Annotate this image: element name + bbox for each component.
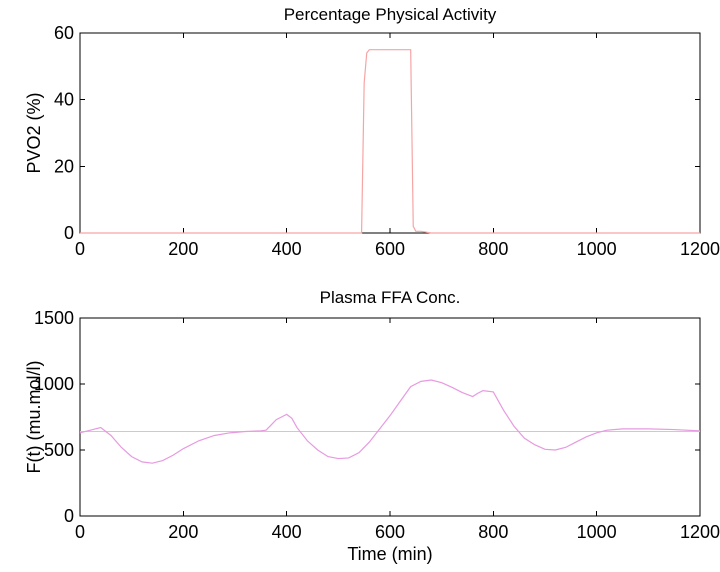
y-tick-label: 1500 [34,308,74,328]
x-tick-label: 400 [272,522,302,542]
y-tick-label: 60 [54,23,74,43]
y-axis-label: PVO2 (%) [24,92,44,173]
y-tick-label: 0 [64,506,74,526]
ffa-panel: Plasma FFA Conc. 0 200 400 600 800 1000 1200 0 50… [24,288,720,564]
x-axis-label: Time (min) [347,544,432,564]
chart-title: Plasma FFA Conc. [320,288,461,307]
y-axis-label: F(t) (mu.mol/l) [24,361,44,474]
x-tick-label: 0 [75,522,85,542]
series-line [80,49,700,234]
x-tick-label: 1000 [577,239,617,259]
chart-title: Percentage Physical Activity [284,5,497,24]
x-tick-label: 1200 [680,239,720,259]
x-tick-label: 1200 [680,522,720,542]
x-tick-label: 600 [375,522,405,542]
y-tick-label: 1000 [34,374,74,394]
plot-frame [79,32,701,234]
x-tick-label: 800 [478,239,508,259]
x-tick-label: 600 [375,239,405,259]
y-tick-label: 500 [44,440,74,460]
x-tick-label: 400 [272,239,302,259]
x-tick-label: 800 [478,522,508,542]
x-tick-label: 200 [168,239,198,259]
x-tick-label: 0 [75,239,85,259]
x-tick-label: 1000 [577,522,617,542]
y-tick-label: 40 [54,90,74,110]
y-tick-label: 0 [64,223,74,243]
plot-frame [79,317,701,517]
y-tick-label: 20 [54,156,74,176]
series-line [79,379,701,464]
x-tick-label: 200 [168,522,198,542]
